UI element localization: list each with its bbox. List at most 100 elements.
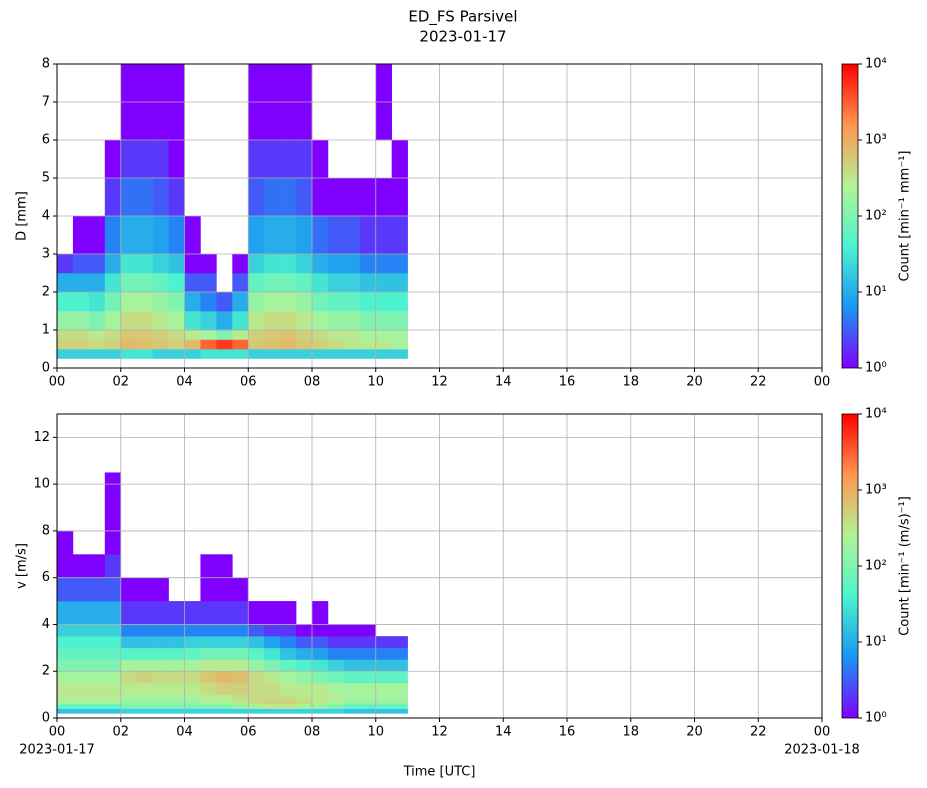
heatmap-cell <box>343 703 361 709</box>
heatmap-cell <box>280 140 297 179</box>
heatmap-cell <box>184 699 201 705</box>
heatmap-cell <box>168 216 185 255</box>
y-tick-label: 4 <box>42 209 50 224</box>
heatmap-cell <box>216 636 233 649</box>
heatmap-cell <box>359 703 377 709</box>
heatmap-cell <box>184 339 201 350</box>
heatmap-cell <box>168 624 185 637</box>
x-tick-label: 12 <box>431 725 448 740</box>
heatmap-cell <box>104 708 122 714</box>
heatmap-cell <box>72 273 90 293</box>
x-tick-label: 08 <box>304 725 321 740</box>
heatmap-cell <box>343 659 361 672</box>
y-tick-label: 10 <box>33 477 50 492</box>
heatmap-cell <box>120 339 137 350</box>
heatmap-cell <box>216 330 233 340</box>
heatmap-cell <box>136 694 153 700</box>
heatmap-cell <box>296 254 313 274</box>
heatmap-cell <box>248 102 265 141</box>
colorbar-tick-label: 10⁰ <box>865 361 887 376</box>
heatmap-cell <box>280 601 297 625</box>
heatmap-cell <box>72 636 90 649</box>
x-tick-label: 04 <box>176 375 193 390</box>
heatmap-cell <box>152 624 169 637</box>
heatmap-cell <box>136 636 153 649</box>
heatmap-cell <box>104 577 122 602</box>
heatmap-cell <box>296 624 313 637</box>
heatmap-cell <box>280 311 297 331</box>
heatmap-cell <box>216 699 233 705</box>
heatmap-cell <box>280 178 297 217</box>
x-tick-label: 12 <box>431 375 448 390</box>
heatmap-cell <box>88 694 106 700</box>
heatmap-cell <box>136 601 153 625</box>
heatmap-cell <box>88 273 106 293</box>
colorbar-title: Count [min⁻¹ (m/s)⁻¹] <box>898 496 913 636</box>
heatmap-cell <box>375 254 392 274</box>
heatmap-cell <box>136 292 153 312</box>
heatmap-cell <box>248 708 265 714</box>
heatmap-cell <box>72 708 90 714</box>
heatmap-cell <box>391 671 408 684</box>
heatmap-cell <box>72 577 90 602</box>
x-date-label: 2023-01-17 <box>19 743 95 758</box>
heatmap-cell <box>152 102 169 141</box>
heatmap-cell <box>216 601 233 625</box>
heatmap-cell <box>264 601 281 625</box>
colorbar <box>841 413 859 719</box>
heatmap-cell <box>264 140 281 179</box>
heatmap-cell <box>72 216 90 255</box>
x-tick-label: 20 <box>686 375 703 390</box>
heatmap-cell <box>343 636 361 649</box>
heatmap-cell <box>375 694 392 700</box>
heatmap-cell <box>312 708 329 714</box>
heatmap-cell <box>184 273 201 293</box>
y-tick-label: 5 <box>42 171 50 186</box>
heatmap-cell <box>152 699 169 705</box>
heatmap-cell <box>168 178 185 217</box>
heatmap-cell <box>120 292 137 312</box>
colorbar-tick-label: 10² <box>865 559 887 574</box>
heatmap-cell <box>296 659 313 672</box>
heatmap-cell <box>312 140 329 179</box>
heatmap-cell <box>248 682 265 695</box>
heatmap-cell <box>232 311 249 331</box>
heatmap-cell <box>248 273 265 293</box>
heatmap-cell <box>168 682 185 695</box>
heatmap-cell <box>88 601 106 625</box>
heatmap-cell <box>184 216 201 255</box>
heatmap-cell <box>375 659 392 672</box>
heatmap-cell <box>343 694 361 700</box>
heatmap-cell <box>359 254 377 274</box>
heatmap-cell <box>327 254 345 274</box>
heatmap-cell <box>200 292 217 312</box>
heatmap-cell <box>104 349 122 359</box>
heatmap-cell <box>343 624 361 637</box>
heatmap-cell <box>136 339 153 350</box>
heatmap-cell <box>136 178 153 217</box>
heatmap-cell <box>120 703 137 709</box>
heatmap-cell <box>296 311 313 331</box>
heatmap-cell <box>88 671 106 684</box>
heatmap-cell <box>57 292 74 312</box>
heatmap-cell <box>264 659 281 672</box>
heatmap-cell <box>312 624 329 637</box>
heatmap-cell <box>120 102 137 141</box>
heatmap-cell <box>136 254 153 274</box>
heatmap-cell <box>232 339 249 350</box>
heatmap-cell <box>184 694 201 700</box>
heatmap-cell <box>264 216 281 255</box>
heatmap-cell <box>200 659 217 672</box>
heatmap-cell <box>136 330 153 340</box>
heatmap-cell <box>359 647 377 660</box>
y-axis-title: D [mm] <box>15 191 30 241</box>
heatmap-cell <box>359 708 377 714</box>
heatmap-cell <box>136 708 153 714</box>
colorbar <box>841 63 859 369</box>
heatmap-cell <box>343 330 361 340</box>
heatmap-cell <box>104 254 122 274</box>
heatmap-cell <box>57 601 74 625</box>
heatmap-cell <box>232 273 249 293</box>
x-tick-label: 20 <box>686 725 703 740</box>
heatmap-cell <box>375 311 392 331</box>
